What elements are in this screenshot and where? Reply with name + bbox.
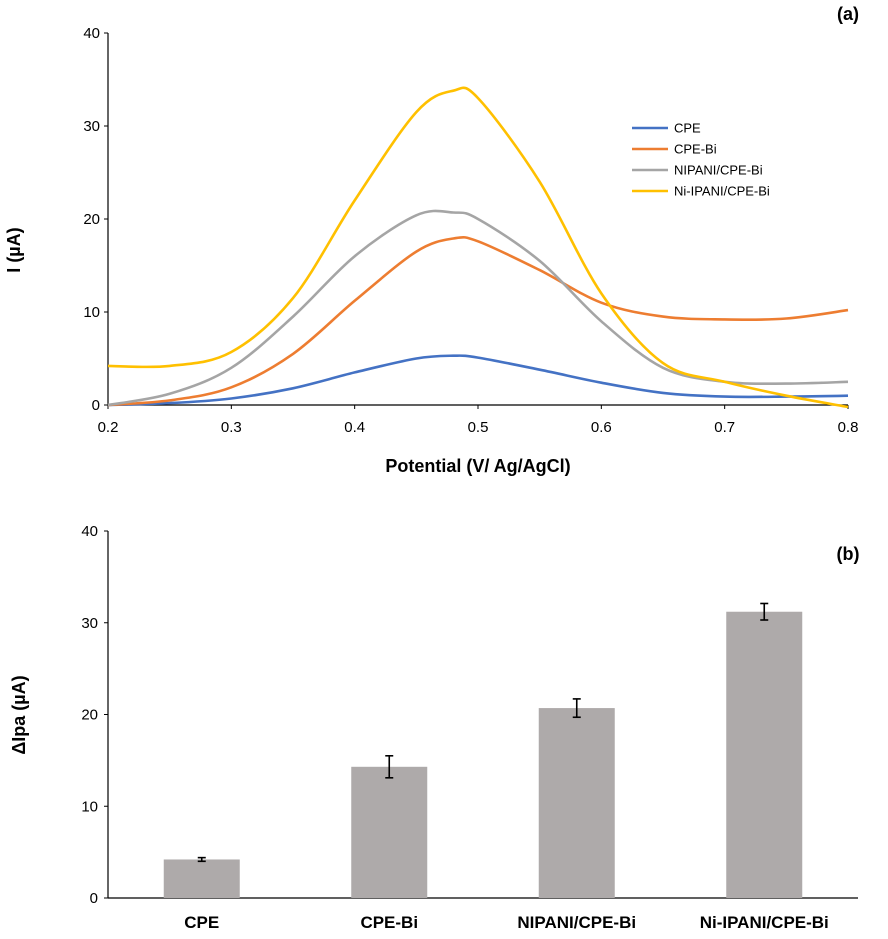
panel-a-y-tick-label: 30 bbox=[83, 118, 100, 135]
panel-a-x-tick-label: 0.2 bbox=[98, 419, 119, 436]
panel-a-y-tick-label: 0 bbox=[92, 397, 100, 414]
panel-a-y-tick-label: 20 bbox=[83, 211, 100, 228]
category-label: NIPANI/CPE-Bi bbox=[517, 913, 636, 932]
legend-entry-label: Ni-IPANI/CPE-Bi bbox=[674, 184, 770, 199]
series-line-cpe bbox=[107, 354, 849, 407]
panel-a-x-tick-label: 0.4 bbox=[344, 419, 365, 436]
series-line-ni-ipani-cpe-bi bbox=[107, 86, 849, 409]
legend-entry-label: CPE-Bi bbox=[674, 142, 717, 157]
panel-a-y-tick-label: 40 bbox=[83, 25, 100, 42]
panel-b-y-ticks: 0 10 20 30 40 bbox=[81, 523, 108, 907]
bar-nipani-cpe-bi bbox=[538, 708, 615, 898]
panel-b-y-tick-label: 30 bbox=[81, 615, 98, 632]
panel-a-y-tick-label: 10 bbox=[83, 304, 100, 321]
panel-a-x-axis-title: Potential (V/ Ag/AgCl) bbox=[385, 456, 570, 476]
panel-a-x-tick-label: 0.8 bbox=[838, 419, 859, 436]
panel-b-bars bbox=[163, 602, 803, 898]
panel-a-x-tick-label: 0.6 bbox=[591, 419, 612, 436]
error-bar bbox=[197, 856, 206, 863]
error-bar bbox=[760, 602, 769, 621]
panel-a-x-ticks: 0.2 0.3 0.4 0.5 0.6 0.7 0.8 bbox=[98, 405, 859, 436]
panel-b-y-tick-label: 10 bbox=[81, 798, 98, 815]
bar-ni-ipani-cpe-bi bbox=[726, 611, 803, 898]
panel-b-y-tick-label: 20 bbox=[81, 707, 98, 724]
panel-a-x-tick-label: 0.3 bbox=[221, 419, 242, 436]
panel-b-bar-chart: (b) 0 10 20 30 40 CPE CPE-Bi NIPANI/CPE-Bi Ni-I… bbox=[9, 523, 859, 932]
panel-a-label: (a) bbox=[837, 4, 859, 24]
panel-a-x-tick-label: 0.5 bbox=[468, 419, 489, 436]
series-line-cpe-bi bbox=[107, 235, 849, 407]
panel-b-label: (b) bbox=[837, 544, 860, 564]
panel-a-legend: CPE CPE-Bi NIPANI/CPE-Bi Ni-IPANI/CPE-Bi bbox=[632, 121, 770, 199]
panel-a-line-chart: (a) 0 10 20 30 40 0.2 0.3 0.4 0.5 0.6 0.7 0.8 Pote… bbox=[4, 4, 859, 476]
panel-a-x-tick-label: 0.7 bbox=[714, 419, 735, 436]
error-bar bbox=[385, 754, 394, 779]
category-label: CPE bbox=[184, 913, 219, 932]
panel-b-y-tick-label: 0 bbox=[90, 890, 98, 907]
panel-b-category-labels: CPE CPE-Bi NIPANI/CPE-Bi Ni-IPANI/CPE-Bi bbox=[184, 913, 829, 932]
panel-b-y-axis-title: ΔIpa (µA) bbox=[9, 675, 29, 754]
panel-b-y-tick-label: 40 bbox=[81, 523, 98, 540]
error-bar bbox=[572, 698, 581, 719]
category-label: Ni-IPANI/CPE-Bi bbox=[700, 913, 829, 932]
bar-cpe-bi bbox=[351, 766, 428, 898]
panel-a-series-lines bbox=[107, 86, 849, 409]
category-label: CPE-Bi bbox=[360, 913, 418, 932]
bar-cpe bbox=[163, 859, 240, 898]
panel-a-y-ticks: 0 10 20 30 40 bbox=[83, 25, 108, 414]
panel-a-y-axis-title: I (µA) bbox=[4, 227, 24, 272]
legend-entry-label: NIPANI/CPE-Bi bbox=[674, 163, 763, 178]
legend-entry-label: CPE bbox=[674, 121, 701, 136]
